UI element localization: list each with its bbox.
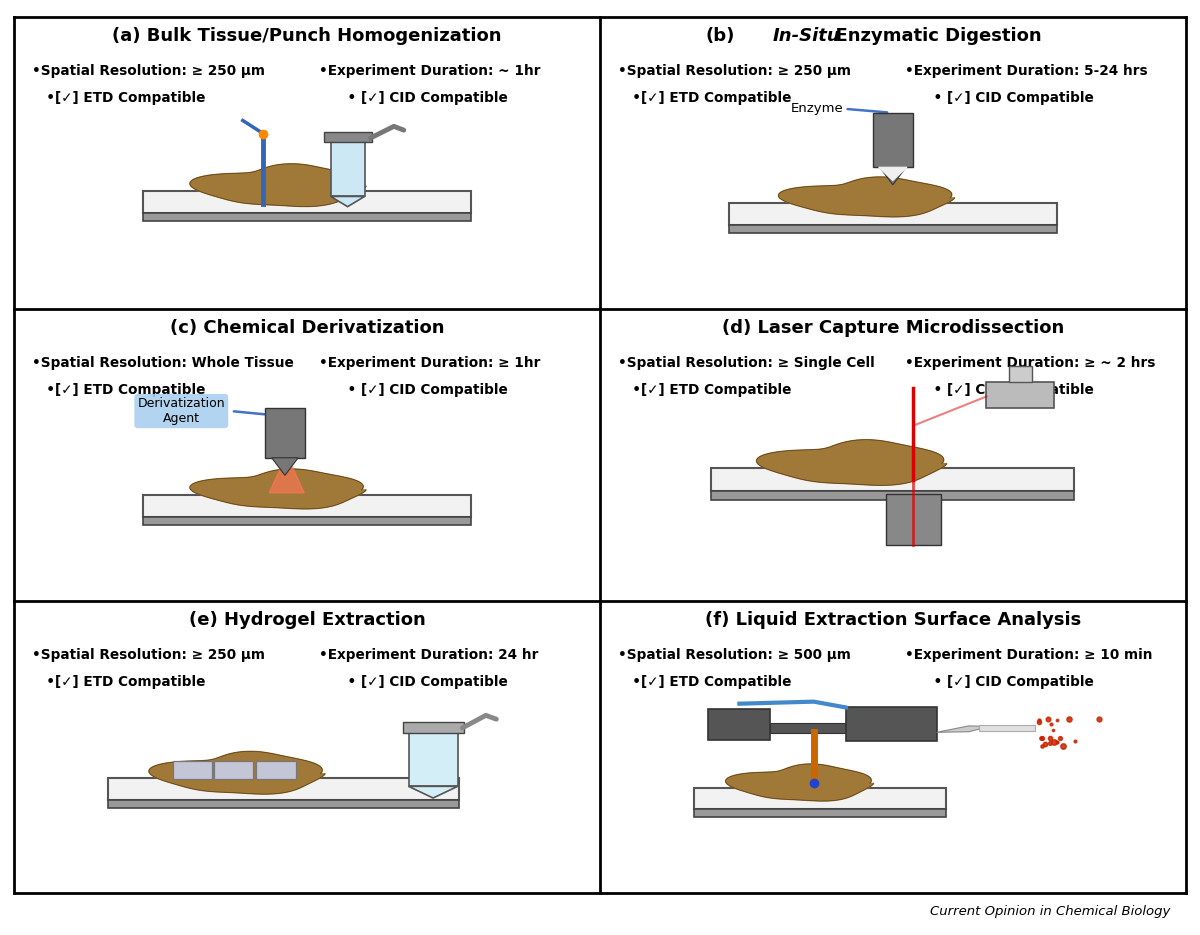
FancyBboxPatch shape bbox=[712, 492, 1074, 499]
FancyBboxPatch shape bbox=[770, 723, 846, 733]
Text: In-Situ: In-Situ bbox=[773, 27, 840, 45]
Text: •Experiment Duration: 24 hr: •Experiment Duration: 24 hr bbox=[319, 648, 539, 662]
Polygon shape bbox=[878, 167, 907, 180]
Polygon shape bbox=[756, 439, 947, 485]
FancyBboxPatch shape bbox=[143, 192, 472, 213]
FancyBboxPatch shape bbox=[143, 495, 472, 517]
Text: •Experiment Duration: ≥ 1hr: •Experiment Duration: ≥ 1hr bbox=[319, 356, 540, 370]
Polygon shape bbox=[269, 454, 305, 493]
Text: •Experiment Duration: ≥ 10 min: •Experiment Duration: ≥ 10 min bbox=[905, 648, 1152, 662]
Polygon shape bbox=[726, 764, 874, 801]
Text: (a) Bulk Tissue/Punch Homogenization: (a) Bulk Tissue/Punch Homogenization bbox=[113, 27, 502, 45]
Text: Current Opinion in Chemical Biology: Current Opinion in Chemical Biology bbox=[930, 905, 1170, 918]
FancyBboxPatch shape bbox=[173, 761, 212, 779]
Text: •Experiment Duration: 5-24 hrs: •Experiment Duration: 5-24 hrs bbox=[905, 65, 1147, 79]
Text: •Spatial Resolution: ≥ 250 μm: •Spatial Resolution: ≥ 250 μm bbox=[32, 65, 265, 79]
Polygon shape bbox=[880, 167, 906, 185]
Text: • [✓] CID Compatible: • [✓] CID Compatible bbox=[905, 675, 1093, 689]
Text: •[✓] ETD Compatible: •[✓] ETD Compatible bbox=[618, 675, 791, 689]
Text: Derivatization
Agent: Derivatization Agent bbox=[138, 397, 226, 425]
FancyBboxPatch shape bbox=[265, 409, 305, 458]
FancyBboxPatch shape bbox=[108, 800, 460, 809]
FancyBboxPatch shape bbox=[143, 517, 472, 525]
Polygon shape bbox=[149, 752, 325, 794]
Polygon shape bbox=[190, 164, 366, 207]
Polygon shape bbox=[331, 196, 365, 207]
FancyBboxPatch shape bbox=[143, 213, 472, 222]
FancyBboxPatch shape bbox=[886, 495, 942, 545]
FancyBboxPatch shape bbox=[728, 203, 1057, 225]
Text: (e) Hydrogel Extraction: (e) Hydrogel Extraction bbox=[188, 611, 426, 629]
Polygon shape bbox=[271, 458, 299, 475]
FancyBboxPatch shape bbox=[257, 761, 296, 779]
Text: • [✓] CID Compatible: • [✓] CID Compatible bbox=[905, 92, 1093, 106]
Text: •[✓] ETD Compatible: •[✓] ETD Compatible bbox=[618, 383, 791, 397]
Text: •Spatial Resolution: ≥ 250 μm: •Spatial Resolution: ≥ 250 μm bbox=[32, 648, 265, 662]
FancyBboxPatch shape bbox=[1009, 366, 1032, 381]
Polygon shape bbox=[779, 177, 955, 217]
FancyBboxPatch shape bbox=[694, 809, 946, 816]
FancyBboxPatch shape bbox=[214, 761, 253, 779]
Text: • [✓] CID Compatible: • [✓] CID Compatible bbox=[319, 675, 508, 689]
Polygon shape bbox=[937, 726, 990, 732]
FancyBboxPatch shape bbox=[694, 787, 946, 809]
Text: • [✓] CID Compatible: • [✓] CID Compatible bbox=[319, 383, 508, 397]
Text: (d) Laser Capture Microdissection: (d) Laser Capture Microdissection bbox=[721, 319, 1064, 338]
Text: •Experiment Duration: ≥ ~ 2 hrs: •Experiment Duration: ≥ ~ 2 hrs bbox=[905, 356, 1154, 370]
Polygon shape bbox=[403, 722, 463, 733]
Text: (c) Chemical Derivatization: (c) Chemical Derivatization bbox=[170, 319, 444, 338]
FancyBboxPatch shape bbox=[108, 778, 460, 800]
Text: •[✓] ETD Compatible: •[✓] ETD Compatible bbox=[32, 675, 205, 689]
Text: Enzyme: Enzyme bbox=[791, 102, 844, 115]
Text: (f) Liquid Extraction Surface Analysis: (f) Liquid Extraction Surface Analysis bbox=[704, 611, 1081, 629]
FancyBboxPatch shape bbox=[872, 113, 913, 167]
Text: • [✓] CID Compatible: • [✓] CID Compatible bbox=[905, 383, 1093, 397]
Text: •Spatial Resolution: ≥ 500 μm: •Spatial Resolution: ≥ 500 μm bbox=[618, 648, 851, 662]
Text: •[✓] ETD Compatible: •[✓] ETD Compatible bbox=[618, 92, 791, 106]
Polygon shape bbox=[408, 733, 457, 786]
Text: (b): (b) bbox=[706, 27, 734, 45]
Text: •[✓] ETD Compatible: •[✓] ETD Compatible bbox=[32, 92, 205, 106]
Text: • [✓] CID Compatible: • [✓] CID Compatible bbox=[319, 92, 508, 106]
FancyBboxPatch shape bbox=[712, 468, 1074, 492]
Text: •Experiment Duration: ~ 1hr: •Experiment Duration: ~ 1hr bbox=[319, 65, 540, 79]
Polygon shape bbox=[190, 469, 366, 509]
FancyBboxPatch shape bbox=[986, 381, 1054, 409]
Polygon shape bbox=[408, 786, 457, 798]
FancyBboxPatch shape bbox=[979, 725, 1036, 731]
Text: •Spatial Resolution: ≥ Single Cell: •Spatial Resolution: ≥ Single Cell bbox=[618, 356, 875, 370]
FancyBboxPatch shape bbox=[728, 225, 1057, 233]
Polygon shape bbox=[331, 142, 365, 196]
Polygon shape bbox=[324, 132, 372, 142]
Text: •Spatial Resolution: Whole Tissue: •Spatial Resolution: Whole Tissue bbox=[32, 356, 294, 370]
FancyBboxPatch shape bbox=[708, 709, 770, 740]
Text: •[✓] ETD Compatible: •[✓] ETD Compatible bbox=[32, 383, 205, 397]
Text: •Spatial Resolution: ≥ 250 μm: •Spatial Resolution: ≥ 250 μm bbox=[618, 65, 851, 79]
Text: Enzymatic Digestion: Enzymatic Digestion bbox=[773, 27, 1042, 45]
FancyBboxPatch shape bbox=[846, 708, 937, 741]
